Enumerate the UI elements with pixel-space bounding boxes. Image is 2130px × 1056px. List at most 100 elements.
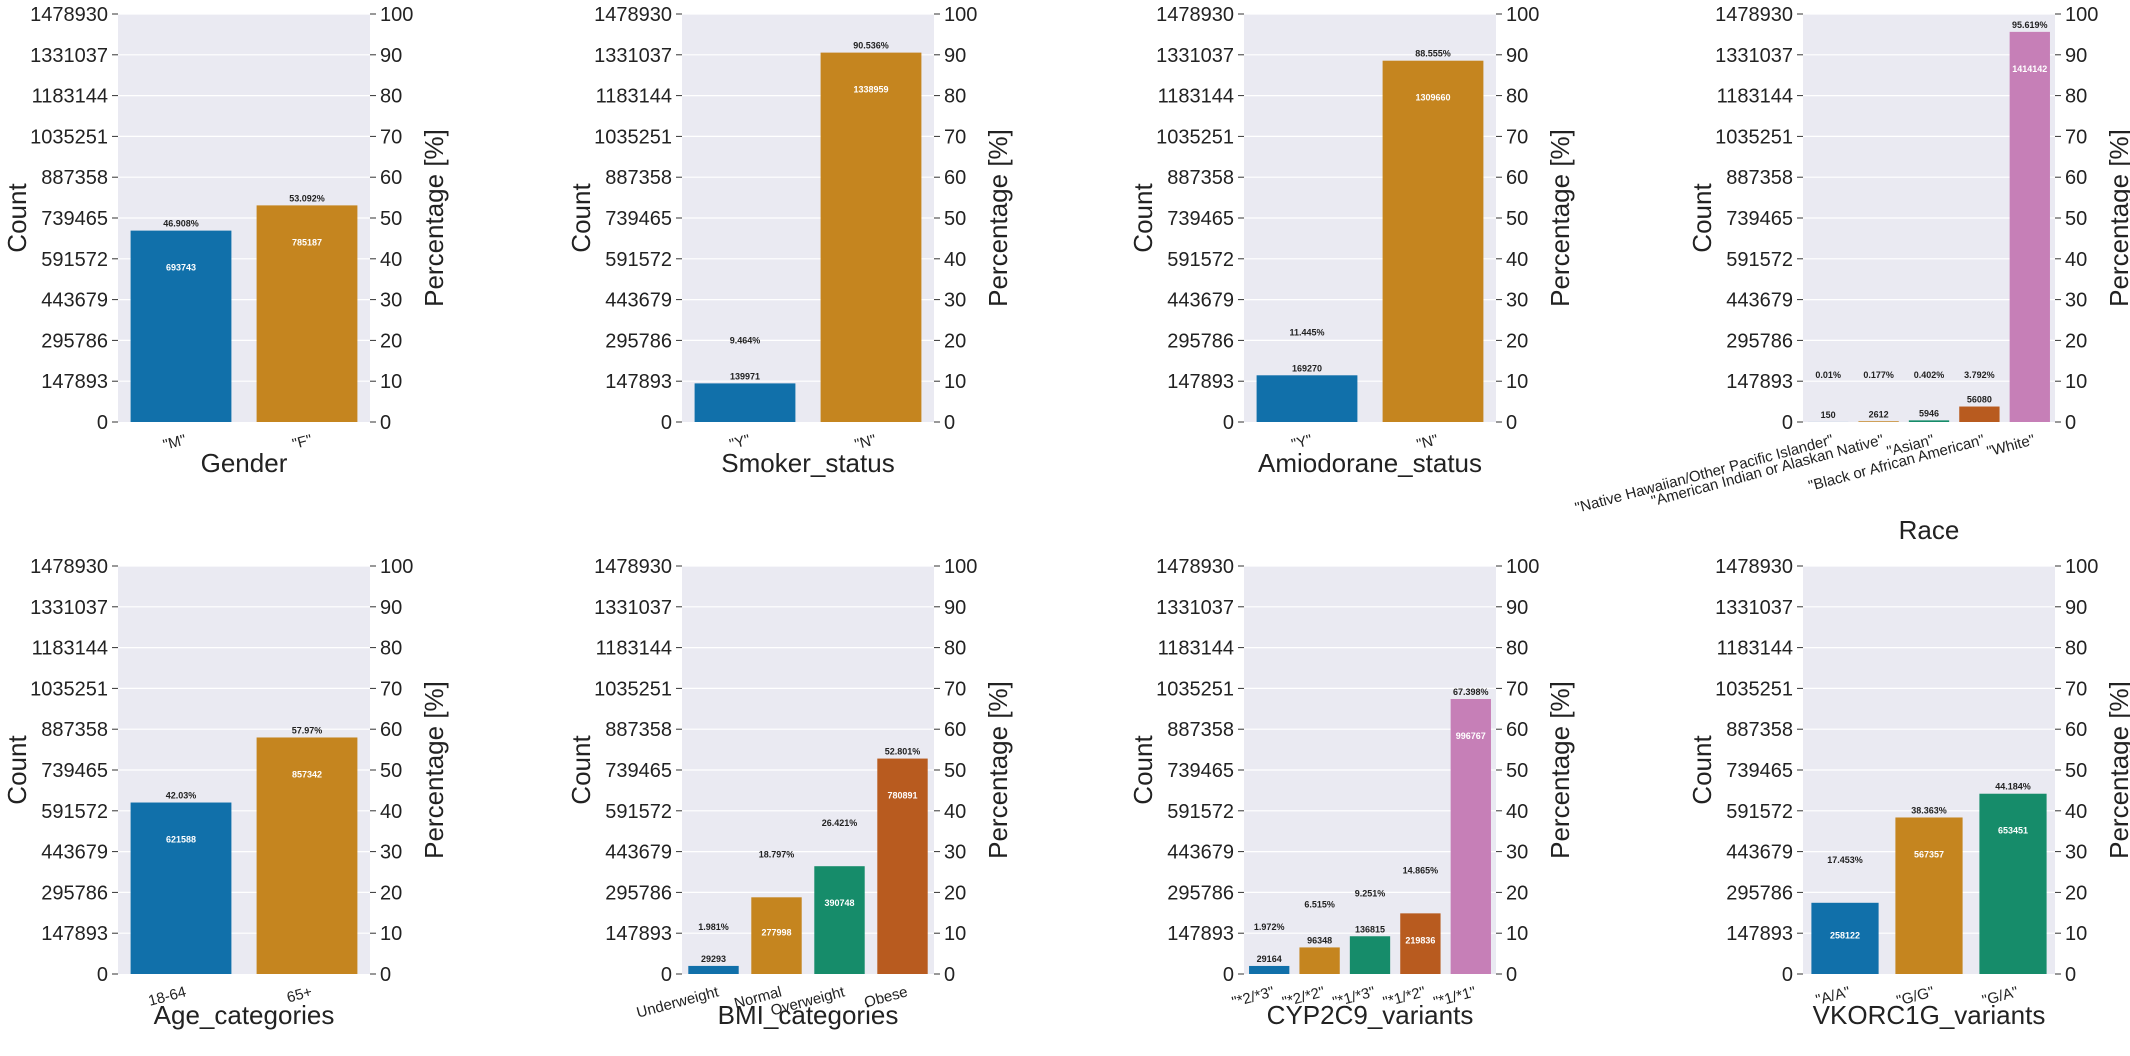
x-axis-title: Gender [201, 448, 288, 478]
y-tick-label: 591572 [1167, 801, 1234, 823]
y-tick-label: 0 [1223, 964, 1234, 986]
y-tick-label: 1035251 [594, 126, 672, 148]
y-tick-label: 295786 [1726, 882, 1793, 904]
y-tick-label: 1035251 [1715, 678, 1793, 700]
y-axis-title: Count [1128, 183, 1158, 253]
y-tick-label: 443679 [41, 842, 108, 864]
percent-label: 52.801% [885, 747, 921, 757]
y2-tick-label: 0 [2065, 412, 2076, 434]
y-tick-label: 0 [97, 412, 108, 434]
y-tick-label: 1478930 [1715, 4, 1793, 26]
chart-panel-cyp2c9-variants: 0147893295786443679591572739465887358103… [1128, 556, 1575, 1030]
y-tick-label: 443679 [1726, 290, 1793, 312]
y2-tick-label: 10 [380, 923, 402, 945]
percent-label: 38.363% [1911, 805, 1947, 815]
y-tick-label: 443679 [1726, 842, 1793, 864]
y2-tick-label: 70 [2065, 126, 2087, 148]
y-tick-label: 887358 [1167, 719, 1234, 741]
percent-label: 88.555% [1415, 49, 1451, 59]
percent-label: 6.515% [1304, 899, 1335, 909]
percent-label: 18.797% [759, 849, 795, 859]
y-tick-label: 0 [1782, 964, 1793, 986]
y-tick-label: 1478930 [1156, 556, 1234, 578]
y2-tick-label: 50 [1506, 208, 1528, 230]
y2-tick-label: 80 [1506, 86, 1528, 108]
y2-tick-label: 0 [944, 964, 955, 986]
y2-tick-label: 100 [1506, 556, 1539, 578]
y-tick-label: 1183144 [596, 638, 672, 660]
percent-label: 14.865% [1403, 865, 1439, 875]
x-axis-title: Age_categories [154, 1000, 335, 1030]
y2-axis-title: Percentage [%] [2104, 681, 2130, 859]
percent-label: 0.402% [1914, 370, 1945, 380]
y-tick-label: 295786 [1167, 882, 1234, 904]
value-label: 390748 [824, 898, 854, 908]
y-tick-label: 739465 [41, 760, 108, 782]
y2-tick-label: 20 [944, 882, 966, 904]
chart-panel-vkorc1g-variants: 0147893295786443679591572739465887358103… [1687, 556, 2130, 1030]
y2-tick-label: 100 [380, 556, 413, 578]
y-tick-label: 1035251 [30, 678, 108, 700]
y2-tick-label: 70 [380, 126, 402, 148]
x-axis-title: Smoker_status [721, 448, 894, 478]
y-tick-label: 1478930 [594, 556, 672, 578]
bar [814, 866, 864, 974]
y2-tick-label: 40 [1506, 249, 1528, 271]
y2-tick-label: 10 [944, 923, 966, 945]
y-tick-label: 887358 [1726, 167, 1793, 189]
y-tick-label: 1183144 [1717, 86, 1793, 108]
value-label: 96348 [1307, 935, 1332, 945]
x-axis-title: Amiodorane_status [1258, 448, 1482, 478]
y-tick-label: 1035251 [594, 678, 672, 700]
chart-panel-smoker-status: 0147893295786443679591572739465887358103… [566, 4, 1013, 478]
y2-tick-label: 70 [2065, 678, 2087, 700]
y-tick-label: 147893 [1726, 923, 1793, 945]
chart-panel-amiodorane-status: 0147893295786443679591572739465887358103… [1128, 4, 1575, 478]
y2-tick-label: 30 [1506, 842, 1528, 864]
y-axis-title: Count [566, 735, 596, 805]
y2-tick-label: 20 [944, 330, 966, 352]
y2-tick-label: 80 [380, 86, 402, 108]
y2-tick-label: 30 [380, 290, 402, 312]
y2-tick-label: 80 [380, 638, 402, 660]
value-label: 2612 [1869, 409, 1889, 419]
y2-tick-label: 60 [944, 719, 966, 741]
y-tick-label: 147893 [41, 923, 108, 945]
value-label: 1338959 [853, 85, 888, 95]
y-tick-label: 1035251 [1715, 126, 1793, 148]
y2-tick-label: 0 [2065, 964, 2076, 986]
y2-tick-label: 50 [2065, 208, 2087, 230]
y2-tick-label: 90 [944, 597, 966, 619]
y-axis-title: Count [1687, 735, 1717, 805]
y-tick-label: 443679 [605, 842, 672, 864]
y2-tick-label: 100 [2065, 4, 2098, 26]
percent-label: 1.972% [1254, 922, 1285, 932]
x-tick-label: "Native Hawaiian/Other Pacific Islander" [1573, 431, 1835, 516]
value-label: 785187 [292, 237, 322, 247]
y-tick-label: 1035251 [1156, 126, 1234, 148]
y2-tick-label: 40 [2065, 801, 2087, 823]
y-tick-label: 0 [661, 412, 672, 434]
bar [1249, 966, 1289, 974]
y2-tick-label: 100 [380, 4, 413, 26]
percent-label: 42.03% [166, 791, 197, 801]
y2-tick-label: 0 [1506, 412, 1517, 434]
y-tick-label: 1331037 [1715, 597, 1793, 619]
y2-tick-label: 90 [1506, 597, 1528, 619]
percent-label: 0.01% [1815, 370, 1841, 380]
value-label: 780891 [887, 791, 917, 801]
y2-tick-label: 60 [2065, 167, 2087, 189]
y-axis-title: Count [2, 183, 32, 253]
x-tick-label: "White" [1985, 431, 2037, 460]
percent-label: 11.445% [1289, 327, 1324, 337]
percent-label: 0.177% [1863, 370, 1894, 380]
percent-label: 3.792% [1964, 370, 1995, 380]
y2-tick-label: 10 [1506, 371, 1528, 393]
y-tick-label: 443679 [605, 290, 672, 312]
y2-tick-label: 90 [380, 597, 402, 619]
y-tick-label: 147893 [41, 371, 108, 393]
value-label: 29293 [701, 954, 726, 964]
y2-tick-label: 50 [380, 208, 402, 230]
bar [1895, 817, 1962, 974]
value-label: 653451 [1998, 826, 2028, 836]
